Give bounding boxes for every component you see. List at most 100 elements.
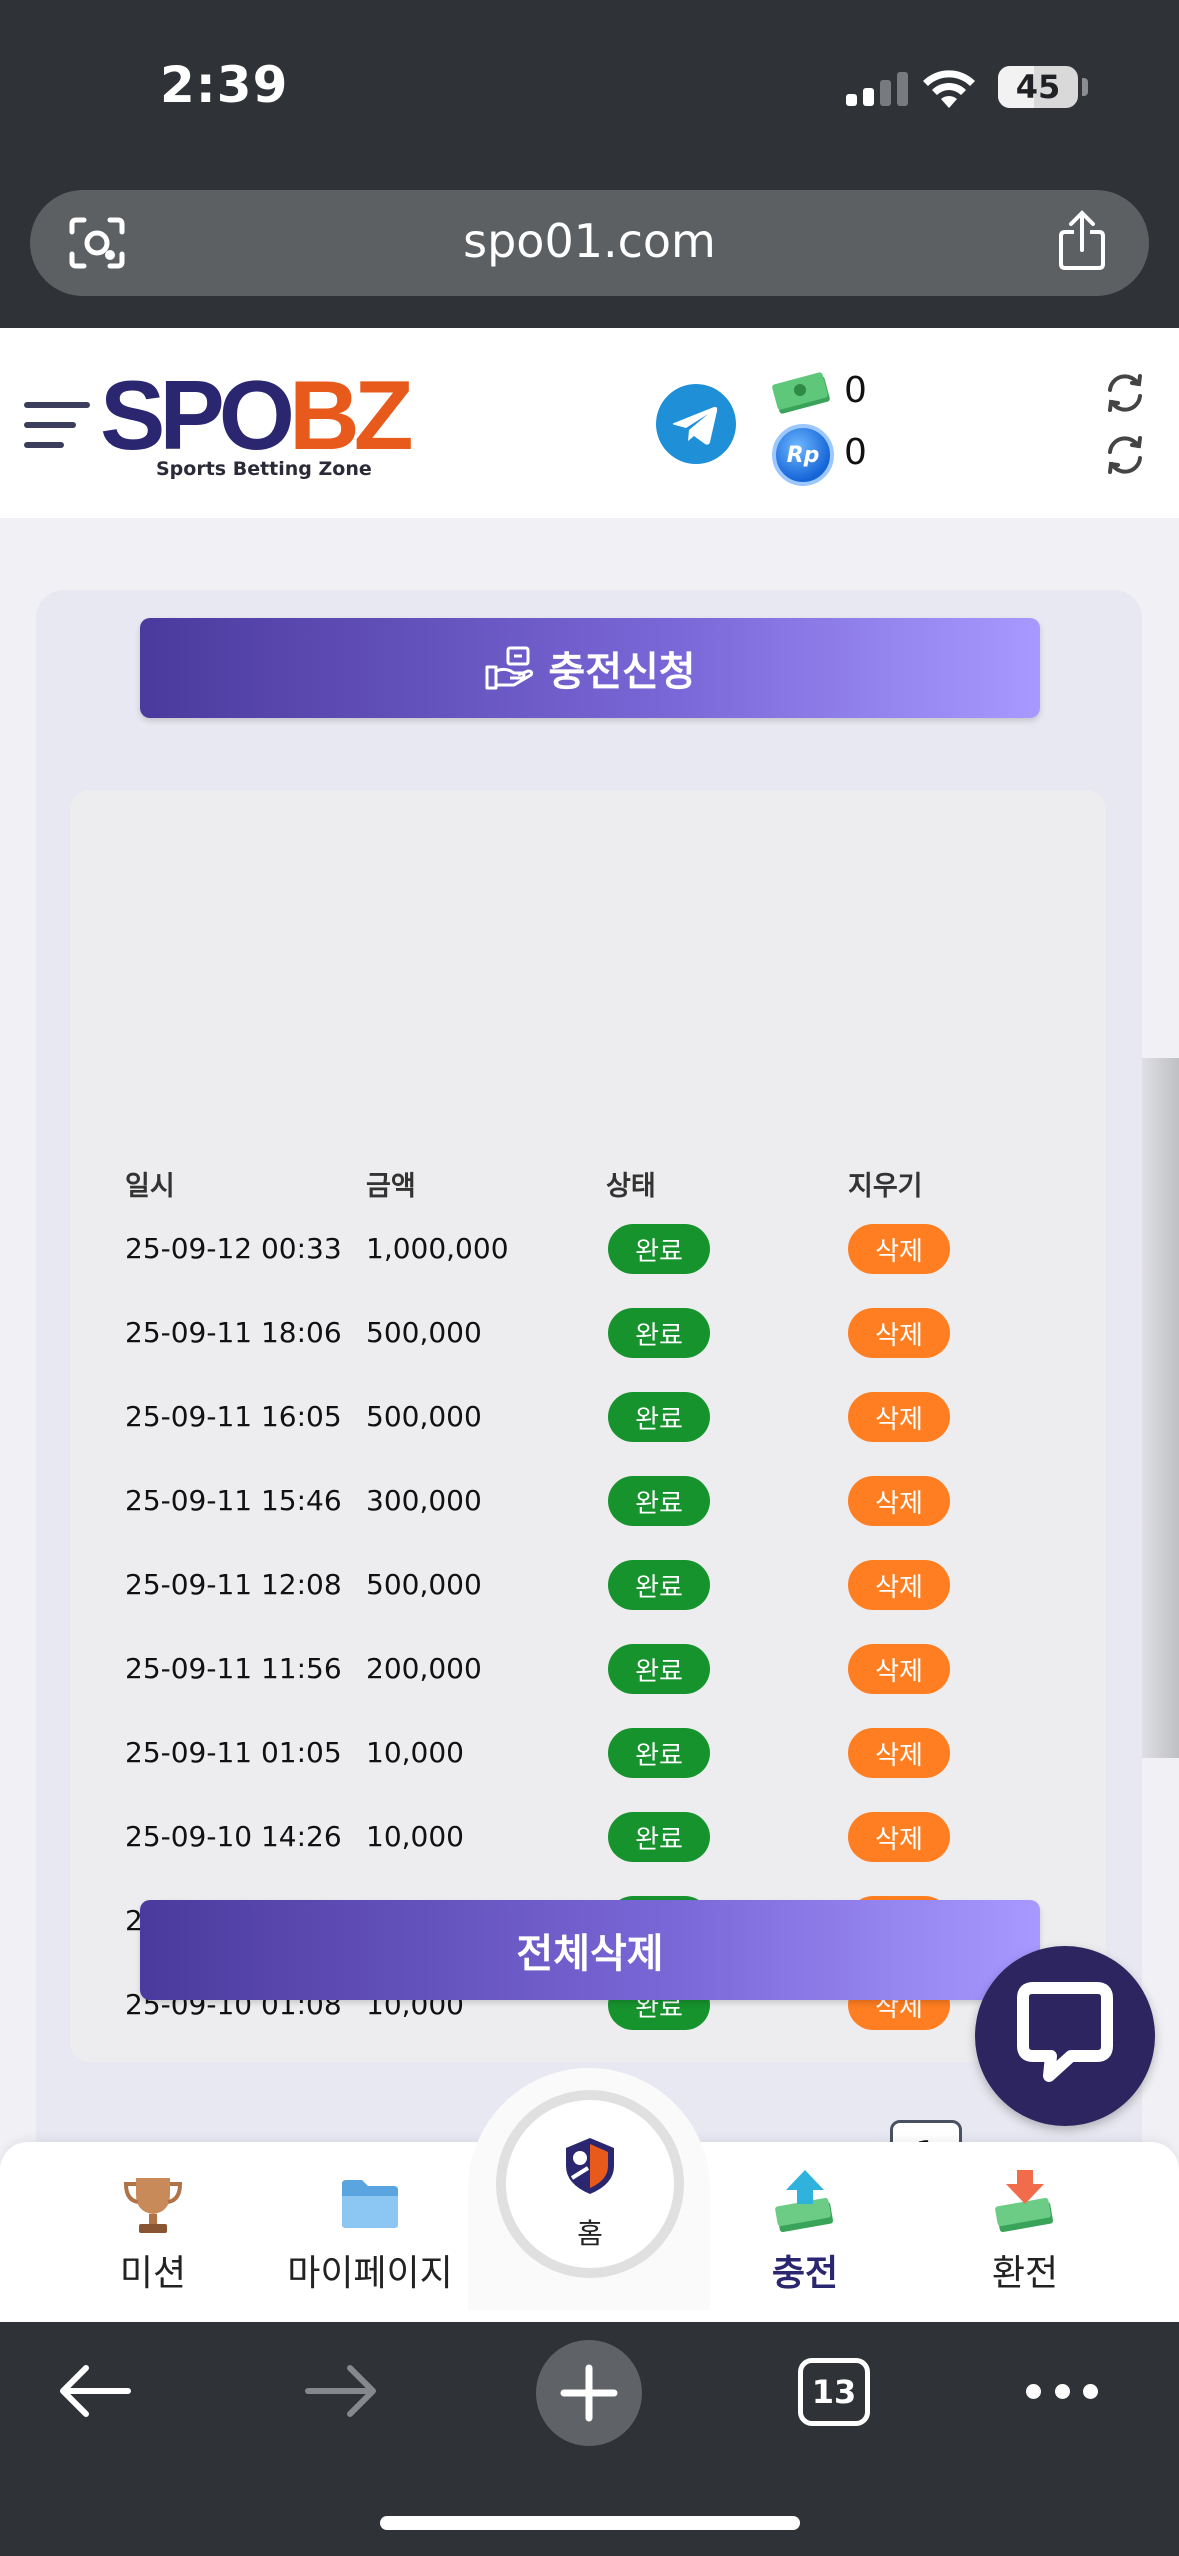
- menu-icon[interactable]: [24, 396, 90, 452]
- nav-mypage[interactable]: 마이페이지: [280, 2142, 460, 2322]
- row-amount: 300,000: [366, 1484, 482, 1517]
- row-datetime: 25-09-11 11:56: [125, 1652, 342, 1685]
- hand-money-icon: [485, 646, 534, 690]
- row-amount: 10,000: [366, 1820, 464, 1853]
- forward-arrow-icon[interactable]: [304, 2362, 378, 2420]
- folder-icon: [342, 2180, 398, 2228]
- point-icon: Rp: [772, 424, 834, 486]
- tabs-button[interactable]: 13: [798, 2358, 870, 2426]
- row-delete-button[interactable]: 삭제: [848, 1308, 950, 1358]
- site-logo[interactable]: SPOBZ Sports Betting Zone: [100, 366, 414, 480]
- row-delete-button[interactable]: 삭제: [848, 1476, 950, 1526]
- money-balance: 0: [844, 370, 867, 411]
- background-edge: [1139, 1058, 1179, 1758]
- row-amount: 200,000: [366, 1652, 482, 1685]
- nav-mission-label: 미션: [119, 2253, 187, 2294]
- refresh-point-icon[interactable]: [1104, 434, 1146, 476]
- exchange-down-icon: [995, 2170, 1054, 2233]
- address-bar[interactable]: spo01.com: [30, 190, 1149, 296]
- live-chat-button[interactable]: [975, 1946, 1155, 2126]
- row-datetime: 25-09-11 16:05: [125, 1400, 342, 1433]
- table-row: 25-09-11 18:06 500,000 완료 삭제: [0, 1294, 1179, 1378]
- clock: 2:39: [160, 56, 289, 114]
- refresh-money-icon[interactable]: [1104, 372, 1146, 414]
- more-icon[interactable]: [1026, 2384, 1098, 2400]
- table-row: 25-09-11 11:56 200,000 완료 삭제: [0, 1630, 1179, 1714]
- status-badge: 완료: [608, 1644, 710, 1694]
- ios-status-bar: 2:39 45: [0, 0, 1179, 170]
- row-delete-button[interactable]: 삭제: [848, 1728, 950, 1778]
- nav-charge[interactable]: 충전: [740, 2142, 870, 2322]
- table-row: 25-09-11 16:05 500,000 완료 삭제: [0, 1378, 1179, 1462]
- charge-request-button[interactable]: 충전신청: [140, 618, 1040, 718]
- row-amount: 500,000: [366, 1400, 482, 1433]
- share-icon[interactable]: [1057, 210, 1107, 272]
- header-status: 상태: [606, 1171, 656, 1202]
- row-amount: 1,000,000: [366, 1232, 509, 1265]
- row-datetime: 25-09-11 15:46: [125, 1484, 342, 1517]
- row-amount: 500,000: [366, 1568, 482, 1601]
- nav-mypage-label: 마이페이지: [287, 2253, 453, 2294]
- new-tab-button[interactable]: [536, 2340, 642, 2446]
- battery-icon: 45: [998, 66, 1078, 108]
- row-datetime: 25-09-10 14:26: [125, 1820, 342, 1853]
- url-text[interactable]: spo01.com: [463, 214, 716, 268]
- delete-all-label: 전체삭제: [516, 1931, 664, 1977]
- header-amount: 금액: [366, 1171, 416, 1202]
- table-row: 25-09-10 14:26 10,000 완료 삭제: [0, 1798, 1179, 1882]
- camera-lens-icon[interactable]: [68, 216, 126, 270]
- point-balance: 0: [844, 432, 867, 473]
- table-row: 25-09-11 01:05 10,000 완료 삭제: [0, 1714, 1179, 1798]
- web-page: SPOBZ Sports Betting Zone 0 Rp 0: [0, 328, 1179, 2322]
- battery-percent: 45: [1015, 68, 1061, 106]
- chat-bubble-icon: [1017, 1982, 1113, 2082]
- row-delete-button[interactable]: 삭제: [848, 1224, 950, 1274]
- status-badge: 완료: [608, 1308, 710, 1358]
- home-indicator: [380, 2516, 800, 2530]
- row-delete-button[interactable]: 삭제: [848, 1392, 950, 1442]
- status-badge: 완료: [608, 1392, 710, 1442]
- status-badge: 완료: [608, 1224, 710, 1274]
- telegram-icon[interactable]: [656, 384, 736, 464]
- header-delete: 지우기: [848, 1171, 923, 1202]
- nav-exchange-label: 환전: [991, 2253, 1059, 2294]
- cash-icon: [772, 372, 830, 414]
- table-row: 25-09-12 00:33 1,000,000 완료 삭제: [0, 1210, 1179, 1294]
- back-arrow-icon[interactable]: [58, 2362, 132, 2420]
- nav-charge-label: 충전: [771, 2253, 839, 2294]
- status-badge: 완료: [608, 1728, 710, 1778]
- row-delete-button[interactable]: 삭제: [848, 1560, 950, 1610]
- battery-tip: [1082, 78, 1088, 96]
- row-datetime: 25-09-11 01:05: [125, 1736, 342, 1769]
- plus-icon: [560, 2364, 618, 2422]
- trophy-icon: [123, 2178, 183, 2233]
- battery-level-fill: [998, 66, 1034, 108]
- row-amount: 10,000: [366, 1736, 464, 1769]
- status-badge: 완료: [608, 1476, 710, 1526]
- row-datetime: 25-09-12 00:33: [125, 1232, 342, 1265]
- row-datetime: 25-09-11 18:06: [125, 1316, 342, 1349]
- nav-mission[interactable]: 미션: [88, 2142, 218, 2322]
- table-row: 25-09-11 12:08 500,000 완료 삭제: [0, 1546, 1179, 1630]
- sports-shield-icon: [566, 2138, 614, 2194]
- nav-home-label: 홈: [577, 2217, 603, 2250]
- table-header: 일시 금액 상태 지우기: [0, 1164, 1179, 1204]
- nav-home[interactable]: 홈: [496, 2090, 684, 2278]
- status-badge: 완료: [608, 1560, 710, 1610]
- delete-all-button[interactable]: 전체삭제: [140, 1900, 1040, 2000]
- status-badge: 완료: [608, 1812, 710, 1862]
- charge-up-icon: [775, 2170, 834, 2233]
- row-delete-button[interactable]: 삭제: [848, 1644, 950, 1694]
- table-row: 25-09-11 15:46 300,000 완료 삭제: [0, 1462, 1179, 1546]
- wifi-icon: [923, 70, 975, 108]
- nav-exchange[interactable]: 환전: [960, 2142, 1090, 2322]
- row-datetime: 25-09-11 12:08: [125, 1568, 342, 1601]
- row-amount: 500,000: [366, 1316, 482, 1349]
- charge-request-label: 충전신청: [548, 649, 696, 695]
- logo-tagline: Sports Betting Zone: [156, 458, 372, 480]
- row-delete-button[interactable]: 삭제: [848, 1812, 950, 1862]
- cellular-signal-icon: [846, 72, 908, 106]
- site-header: SPOBZ Sports Betting Zone 0 Rp 0: [0, 328, 1179, 518]
- logo-wordmark: SPOBZ: [100, 360, 414, 470]
- header-datetime: 일시: [125, 1171, 175, 1202]
